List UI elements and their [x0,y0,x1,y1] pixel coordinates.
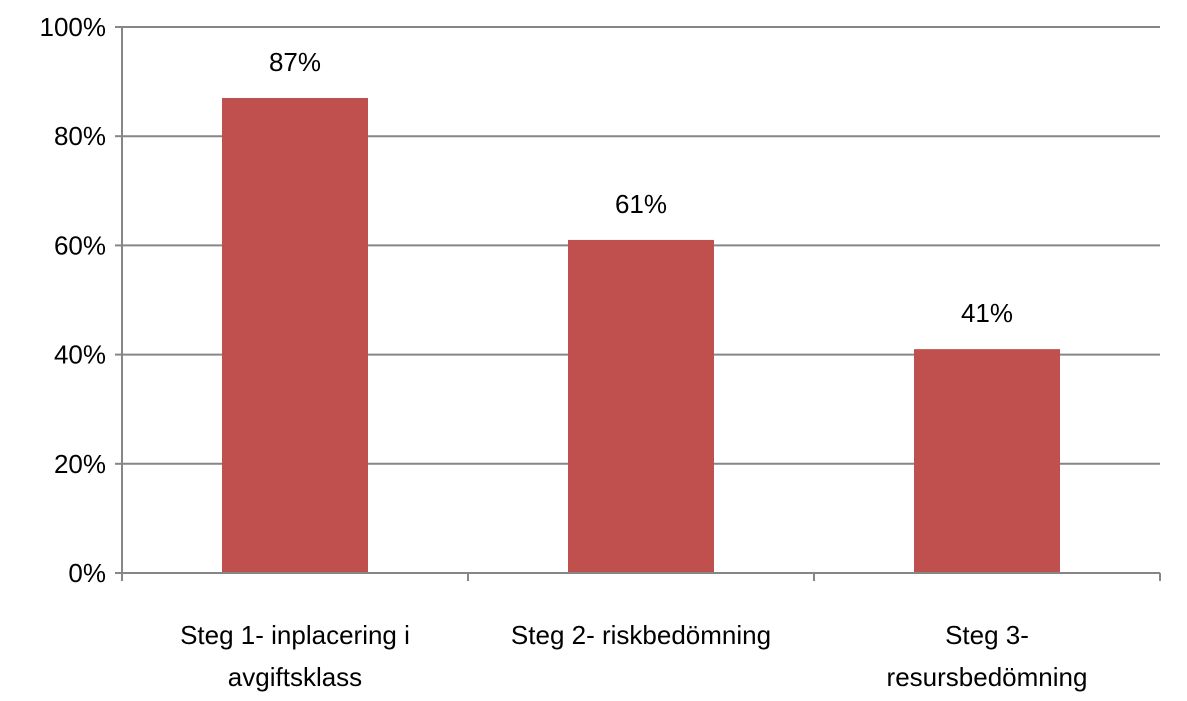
bar [222,97,368,573]
data-label: 41% [961,298,1013,328]
y-tick-label: 40% [54,340,106,370]
axes [115,26,1161,581]
category-label-line: Steg 2- riskbedömning [511,620,771,650]
category-label: Steg 3- resursbedömning [887,620,1088,692]
labels: 0% 20% 40% 60% 80% 100% 87% Steg 1- inplacering… [40,12,1088,692]
category-label: Steg 2- riskbedömning [511,620,771,650]
data-label: 61% [615,189,667,219]
category-label-line: Steg 3- [945,620,1029,650]
category-label-line: avgiftsklass [228,662,362,692]
y-tick-label: 100% [40,12,107,42]
y-tick-label: 60% [54,230,106,260]
bars [222,97,1060,573]
y-tick-label: 0% [68,558,106,588]
y-tick-label: 80% [54,121,106,151]
bar [568,239,714,573]
category-label-line: resursbedömning [887,662,1088,692]
category-label: Steg 1- inplacering i avgiftsklass [180,620,410,692]
bar [914,349,1060,573]
data-label: 87% [269,47,321,77]
category-label-line: Steg 1- inplacering i [180,620,410,650]
y-tick-label: 20% [54,449,106,479]
